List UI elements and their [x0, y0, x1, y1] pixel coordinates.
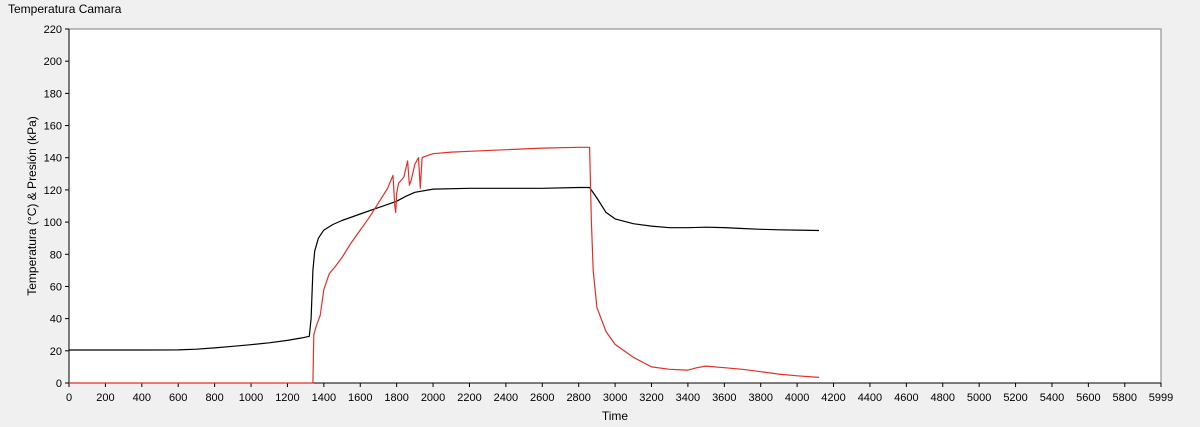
- x-tick-label: 4200: [821, 392, 845, 404]
- y-tick-label: 20: [50, 346, 62, 358]
- series-line-1: [69, 186, 820, 351]
- x-tick-label: 3800: [748, 392, 772, 404]
- x-tick-label: 4000: [785, 392, 809, 404]
- x-axis-label: Time: [602, 409, 629, 423]
- x-tick-label: 800: [205, 392, 223, 404]
- x-tick-label: 1000: [239, 392, 263, 404]
- x-tick-label: 5600: [1076, 392, 1100, 404]
- x-tick-label: 3400: [676, 392, 700, 404]
- chart-title: Temperatura Camara: [8, 2, 122, 16]
- y-tick-label: 160: [44, 121, 62, 133]
- x-tick-label: 5800: [1113, 392, 1137, 404]
- y-tick-label: 200: [44, 56, 62, 68]
- x-tick-label: 2800: [566, 392, 590, 404]
- x-tick-label: 4800: [931, 392, 955, 404]
- x-tick-label: 5400: [1040, 392, 1064, 404]
- x-tick-label: 3600: [712, 392, 736, 404]
- x-tick-label: 1600: [348, 392, 372, 404]
- x-tick-label: 3200: [639, 392, 663, 404]
- y-tick-label: 40: [50, 314, 62, 326]
- y-tick-label: 220: [44, 24, 62, 36]
- x-tick-label: 0: [66, 392, 72, 404]
- x-tick-label: 5999: [1149, 392, 1173, 404]
- y-tick-label: 60: [50, 281, 62, 293]
- y-tick-label: 80: [50, 249, 62, 261]
- x-tick-label: 600: [169, 392, 187, 404]
- x-tick-label: 2600: [530, 392, 554, 404]
- series-group: [69, 146, 820, 384]
- x-tick-label: 2200: [457, 392, 481, 404]
- x-tick-label: 2000: [421, 392, 445, 404]
- y-tick-label: 0: [56, 378, 62, 390]
- y-tick-label: 140: [44, 153, 62, 165]
- x-tick-label: 5200: [1003, 392, 1027, 404]
- x-tick-label: 4400: [858, 392, 882, 404]
- y-tick-label: 100: [44, 217, 62, 229]
- plot-area: [68, 28, 1162, 384]
- x-tick-label: 5000: [967, 392, 991, 404]
- y-axis: 0 20 40 60 80 100 120 140 160 180 200 220: [44, 24, 70, 390]
- x-tick-label: 1800: [384, 392, 408, 404]
- series-line-2: [69, 146, 820, 384]
- x-tick-label: 200: [96, 392, 114, 404]
- x-tick-label: 400: [133, 392, 151, 404]
- y-axis-label: Temperatura (°C) & Presión (kPa): [25, 116, 39, 296]
- x-tick-label: 1400: [312, 392, 336, 404]
- x-tick-label: 3000: [603, 392, 627, 404]
- x-axis: 0 200 400 600 800 1000 1200 1400 1600 1800 2000 220…: [66, 382, 1173, 404]
- y-tick-label: 180: [44, 88, 62, 100]
- y-tick-label: 120: [44, 185, 62, 197]
- x-tick-label: 1200: [275, 392, 299, 404]
- x-tick-label: 4600: [894, 392, 918, 404]
- x-tick-label: 2400: [494, 392, 518, 404]
